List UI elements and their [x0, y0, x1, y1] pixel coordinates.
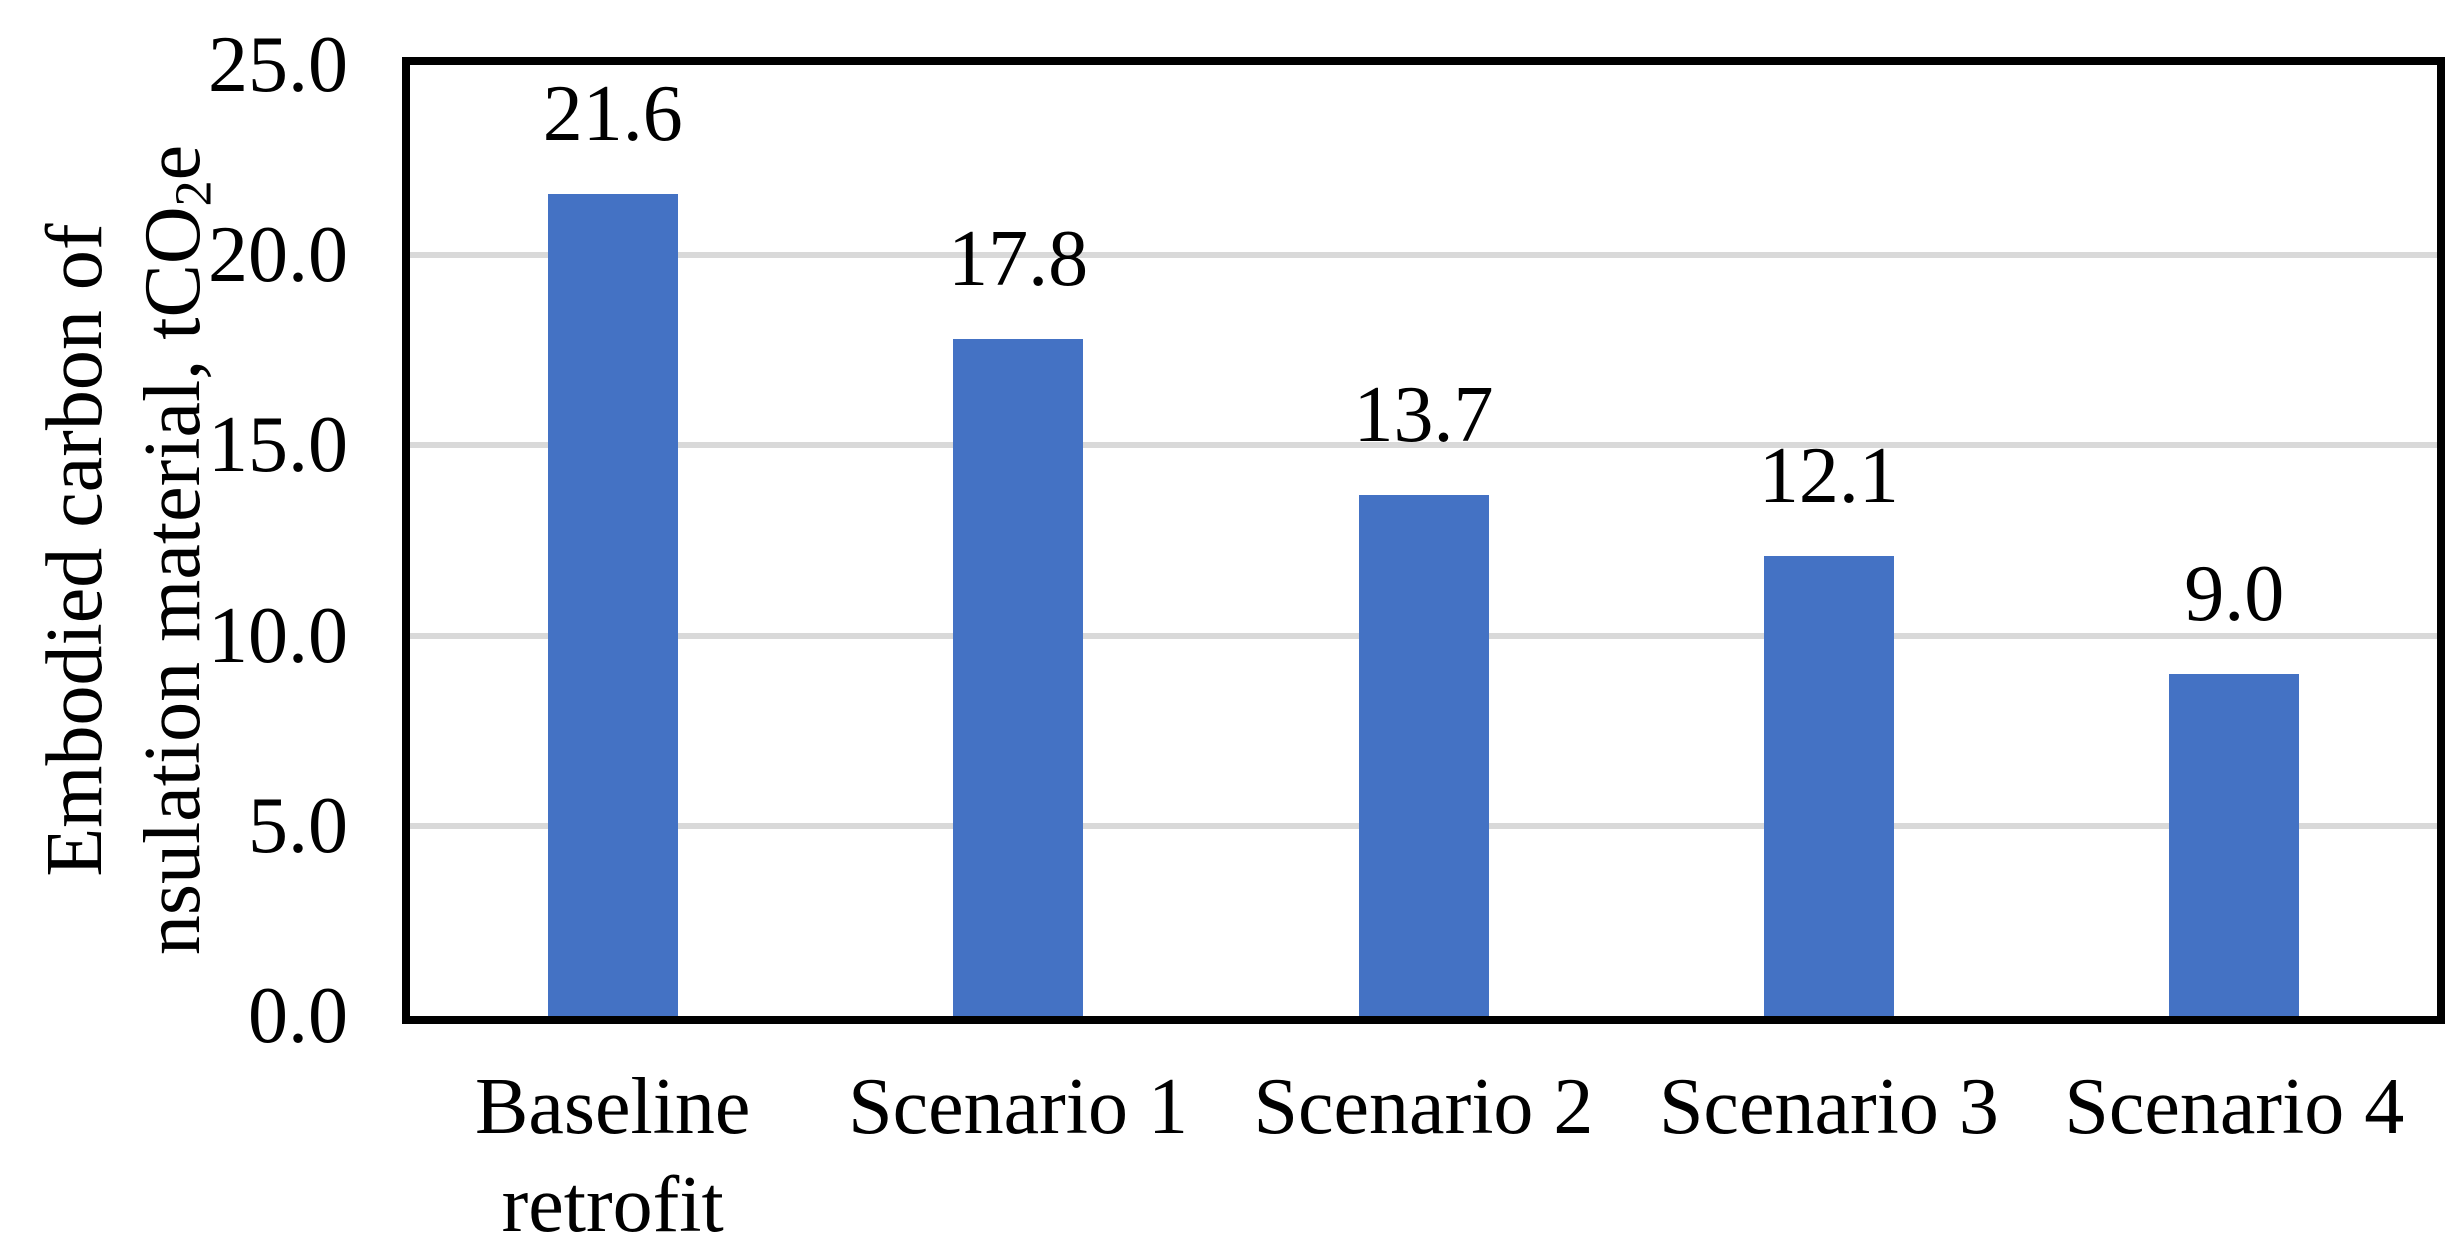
bar-baseline-retrofit: [547, 194, 678, 1016]
bar-scenario-1: [953, 338, 1084, 1016]
y-axis-title-subscript: 2: [165, 180, 223, 207]
data-label-13.7: 13.7: [1353, 370, 1494, 459]
bar-scenario-3: [1763, 555, 1894, 1016]
gridline-15: [410, 442, 2437, 449]
data-label-21.6: 21.6: [542, 70, 683, 159]
data-label-9.0: 9.0: [2184, 549, 2285, 638]
y-tick-label-10.0: 10.0: [208, 591, 348, 680]
x-tick-label-scenario-4: Scenario 4: [2064, 1063, 2405, 1151]
bar-scenario-4: [2169, 673, 2300, 1016]
y-tick-label-15.0: 15.0: [208, 401, 348, 490]
x-tick-label-scenario-3: Scenario 3: [1658, 1063, 1999, 1151]
bar-scenario-2: [1358, 494, 1489, 1016]
data-label-17.8: 17.8: [948, 214, 1089, 303]
y-axis-title-line2-suffix: e: [129, 144, 217, 181]
y-tick-label-25.0: 25.0: [208, 21, 348, 109]
gridline-20: [410, 252, 2437, 259]
y-tick-label-0.0: 0.0: [248, 972, 348, 1060]
x-tick-label-scenario-1: Scenario 1: [848, 1063, 1189, 1151]
x-tick-label-scenario-2: Scenario 2: [1253, 1063, 1594, 1151]
y-tick-label-20.0: 20.0: [208, 211, 348, 300]
plot-area: 21.6 17.8 13.7 12.1 9.0: [402, 57, 2445, 1024]
y-tick-label-5.0: 5.0: [248, 781, 348, 870]
data-label-12.1: 12.1: [1758, 431, 1899, 520]
x-tick-label-baseline-retrofit: Baseline retrofit: [474, 1063, 751, 1249]
